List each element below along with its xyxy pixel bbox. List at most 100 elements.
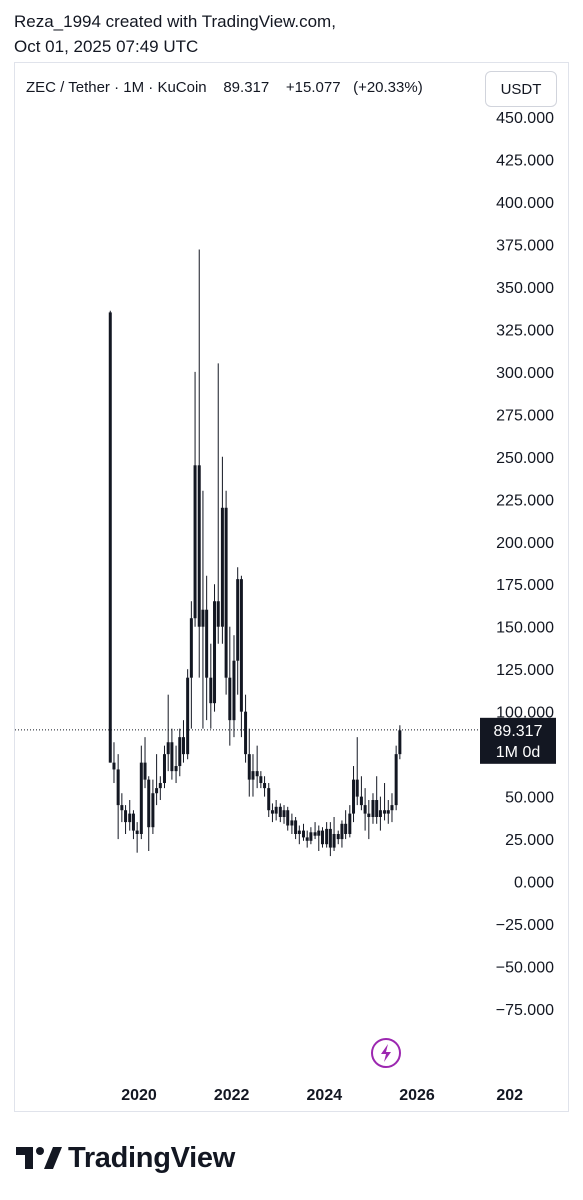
candle-body[interactable] [336,833,340,840]
timestamp-line: Oct 01, 2025 07:49 UTC [14,37,199,56]
candle-body[interactable] [205,609,209,678]
candle-body[interactable] [151,793,155,828]
lightning-icon[interactable] [371,1038,401,1068]
candle-body[interactable] [375,800,379,818]
candle-body[interactable] [282,810,286,818]
candle-body[interactable] [166,742,170,755]
candle-body[interactable] [124,810,128,823]
candle-body[interactable] [135,830,139,834]
candle-body[interactable] [251,771,255,780]
candle-body[interactable] [170,742,174,772]
candle-body[interactable] [363,805,367,814]
candle-body[interactable] [244,711,248,755]
candle-body[interactable] [320,830,324,845]
candle-body[interactable] [332,833,336,848]
y-tick-label: 400.000 [496,195,554,212]
candle-body[interactable] [239,579,243,712]
candle-body[interactable] [209,677,213,704]
candle-body[interactable] [340,823,344,840]
candle-body[interactable] [224,507,228,678]
y-tick-label: −50.000 [496,960,554,977]
candle-body[interactable] [297,830,301,834]
candle-body[interactable] [116,769,120,806]
lightning-icon-bolt [381,1044,391,1062]
candle-body[interactable] [197,465,201,627]
candle-body[interactable] [270,810,274,814]
candle-body[interactable] [352,779,356,814]
candle-body[interactable] [386,810,390,814]
candle-body[interactable] [290,820,294,826]
candle-body[interactable] [359,796,363,806]
chart-panel[interactable]: 450.000 425.000 400.000 375.000 350.000 325.0… [14,62,569,1112]
candle-body[interactable] [348,813,352,834]
candle-body[interactable] [201,609,205,627]
candle-body[interactable] [305,837,309,841]
symbol-exchange: KuCoin [157,79,207,96]
candle-body[interactable] [383,810,387,814]
candle-body[interactable] [139,762,143,834]
candle-body[interactable] [112,762,116,770]
candle-body[interactable] [232,660,236,721]
y-tick-label: 0.000 [514,875,554,892]
spacer [273,79,281,96]
candle-body[interactable] [355,779,359,797]
candle-body[interactable] [394,754,398,806]
symbol-legend[interactable]: ZEC / Tether · 1M · KuCoin 89.317 +15.07… [26,79,423,96]
candle-body[interactable] [220,507,224,627]
candle-body[interactable] [228,677,232,721]
candle-body[interactable] [263,783,267,789]
y-tick-label: 375.000 [496,237,554,254]
y-tick-label: 50.000 [505,790,554,807]
candle-body[interactable] [344,823,348,834]
candle-body[interactable] [325,828,329,845]
candle-body[interactable] [108,312,112,763]
candle-body[interactable] [189,618,193,678]
candle-body[interactable] [186,677,190,755]
candle-body[interactable] [301,830,305,838]
candle-body[interactable] [274,806,278,814]
spacer [345,79,349,96]
currency-button[interactable]: USDT [485,71,557,107]
candle-body[interactable] [378,810,382,818]
symbol-change: +15.077 [285,79,341,96]
candle-body[interactable] [158,783,162,789]
candle-body[interactable] [181,737,185,755]
candle-body[interactable] [174,766,178,772]
candle-body[interactable] [317,830,321,836]
candle-body[interactable] [294,820,298,834]
candle-body[interactable] [178,737,182,767]
candle-body[interactable] [247,754,251,780]
candlestick-chart[interactable]: 450.000 425.000 400.000 375.000 350.000 325.0… [15,63,568,1111]
candle-body[interactable] [216,601,220,627]
candle-body[interactable] [390,805,394,811]
candle-body[interactable] [267,788,271,811]
candle-body[interactable] [286,810,290,826]
y-tick-label: 325.000 [496,322,554,339]
candle-body[interactable] [278,806,282,818]
symbol-price: 89.317 [223,79,270,96]
tradingview-wordmark: TradingView [68,1141,235,1174]
candle-body[interactable] [259,776,263,784]
candle-body[interactable] [309,832,313,841]
price-label-countdown: 1M 0d [496,744,540,761]
candle-body[interactable] [313,832,317,836]
candle-body[interactable] [193,465,197,619]
candle-body[interactable] [371,800,375,818]
candle-body[interactable] [236,579,240,661]
x-tick-label: 2020 [121,1087,157,1104]
candle-body[interactable] [131,813,135,831]
symbol-interval: 1M [123,79,145,96]
tradingview-logo[interactable]: TradingView [16,1138,235,1178]
candle-body[interactable] [147,779,151,828]
candle-body[interactable] [328,828,332,848]
candle-body[interactable] [128,813,132,823]
candle-body[interactable] [213,601,217,704]
tradingview-logo-icon [16,1147,62,1169]
candle-body[interactable] [398,730,402,755]
candle-body[interactable] [120,805,124,811]
candle-body[interactable] [143,762,147,780]
candle-body[interactable] [162,754,166,784]
candle-body[interactable] [255,771,259,777]
candle-body[interactable] [367,813,371,818]
candle-body[interactable] [155,788,159,794]
